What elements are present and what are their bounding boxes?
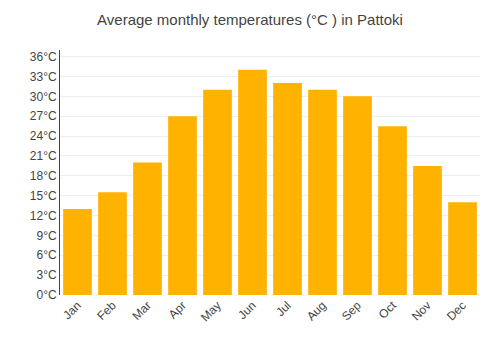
svg-text:24°C: 24°C	[30, 129, 57, 143]
svg-text:36°C: 36°C	[30, 50, 57, 64]
svg-text:Aug: Aug	[304, 298, 329, 323]
svg-text:27°C: 27°C	[30, 109, 57, 123]
svg-text:Dec: Dec	[444, 298, 469, 323]
svg-text:18°C: 18°C	[30, 169, 57, 183]
svg-text:Mar: Mar	[129, 298, 154, 323]
svg-text:Jan: Jan	[60, 298, 84, 322]
svg-text:May: May	[198, 298, 224, 324]
svg-text:6°C: 6°C	[36, 248, 56, 262]
svg-text:30°C: 30°C	[30, 90, 57, 104]
svg-text:12°C: 12°C	[30, 209, 57, 223]
svg-text:33°C: 33°C	[30, 70, 57, 84]
svg-text:Sep: Sep	[339, 298, 364, 323]
svg-text:21°C: 21°C	[30, 149, 57, 163]
svg-text:9°C: 9°C	[36, 229, 56, 243]
svg-text:Apr: Apr	[166, 298, 189, 321]
svg-text:Jul: Jul	[273, 298, 294, 319]
svg-text:3°C: 3°C	[36, 268, 56, 282]
svg-text:Feb: Feb	[94, 298, 119, 323]
svg-text:Jun: Jun	[235, 298, 259, 322]
svg-text:15°C: 15°C	[30, 189, 57, 203]
svg-text:Average monthly temperatures (: Average monthly temperatures (°C ) in Pa…	[97, 11, 403, 28]
svg-text:Nov: Nov	[409, 298, 434, 323]
svg-text:0°C: 0°C	[36, 288, 56, 302]
svg-text:Oct: Oct	[376, 298, 400, 322]
